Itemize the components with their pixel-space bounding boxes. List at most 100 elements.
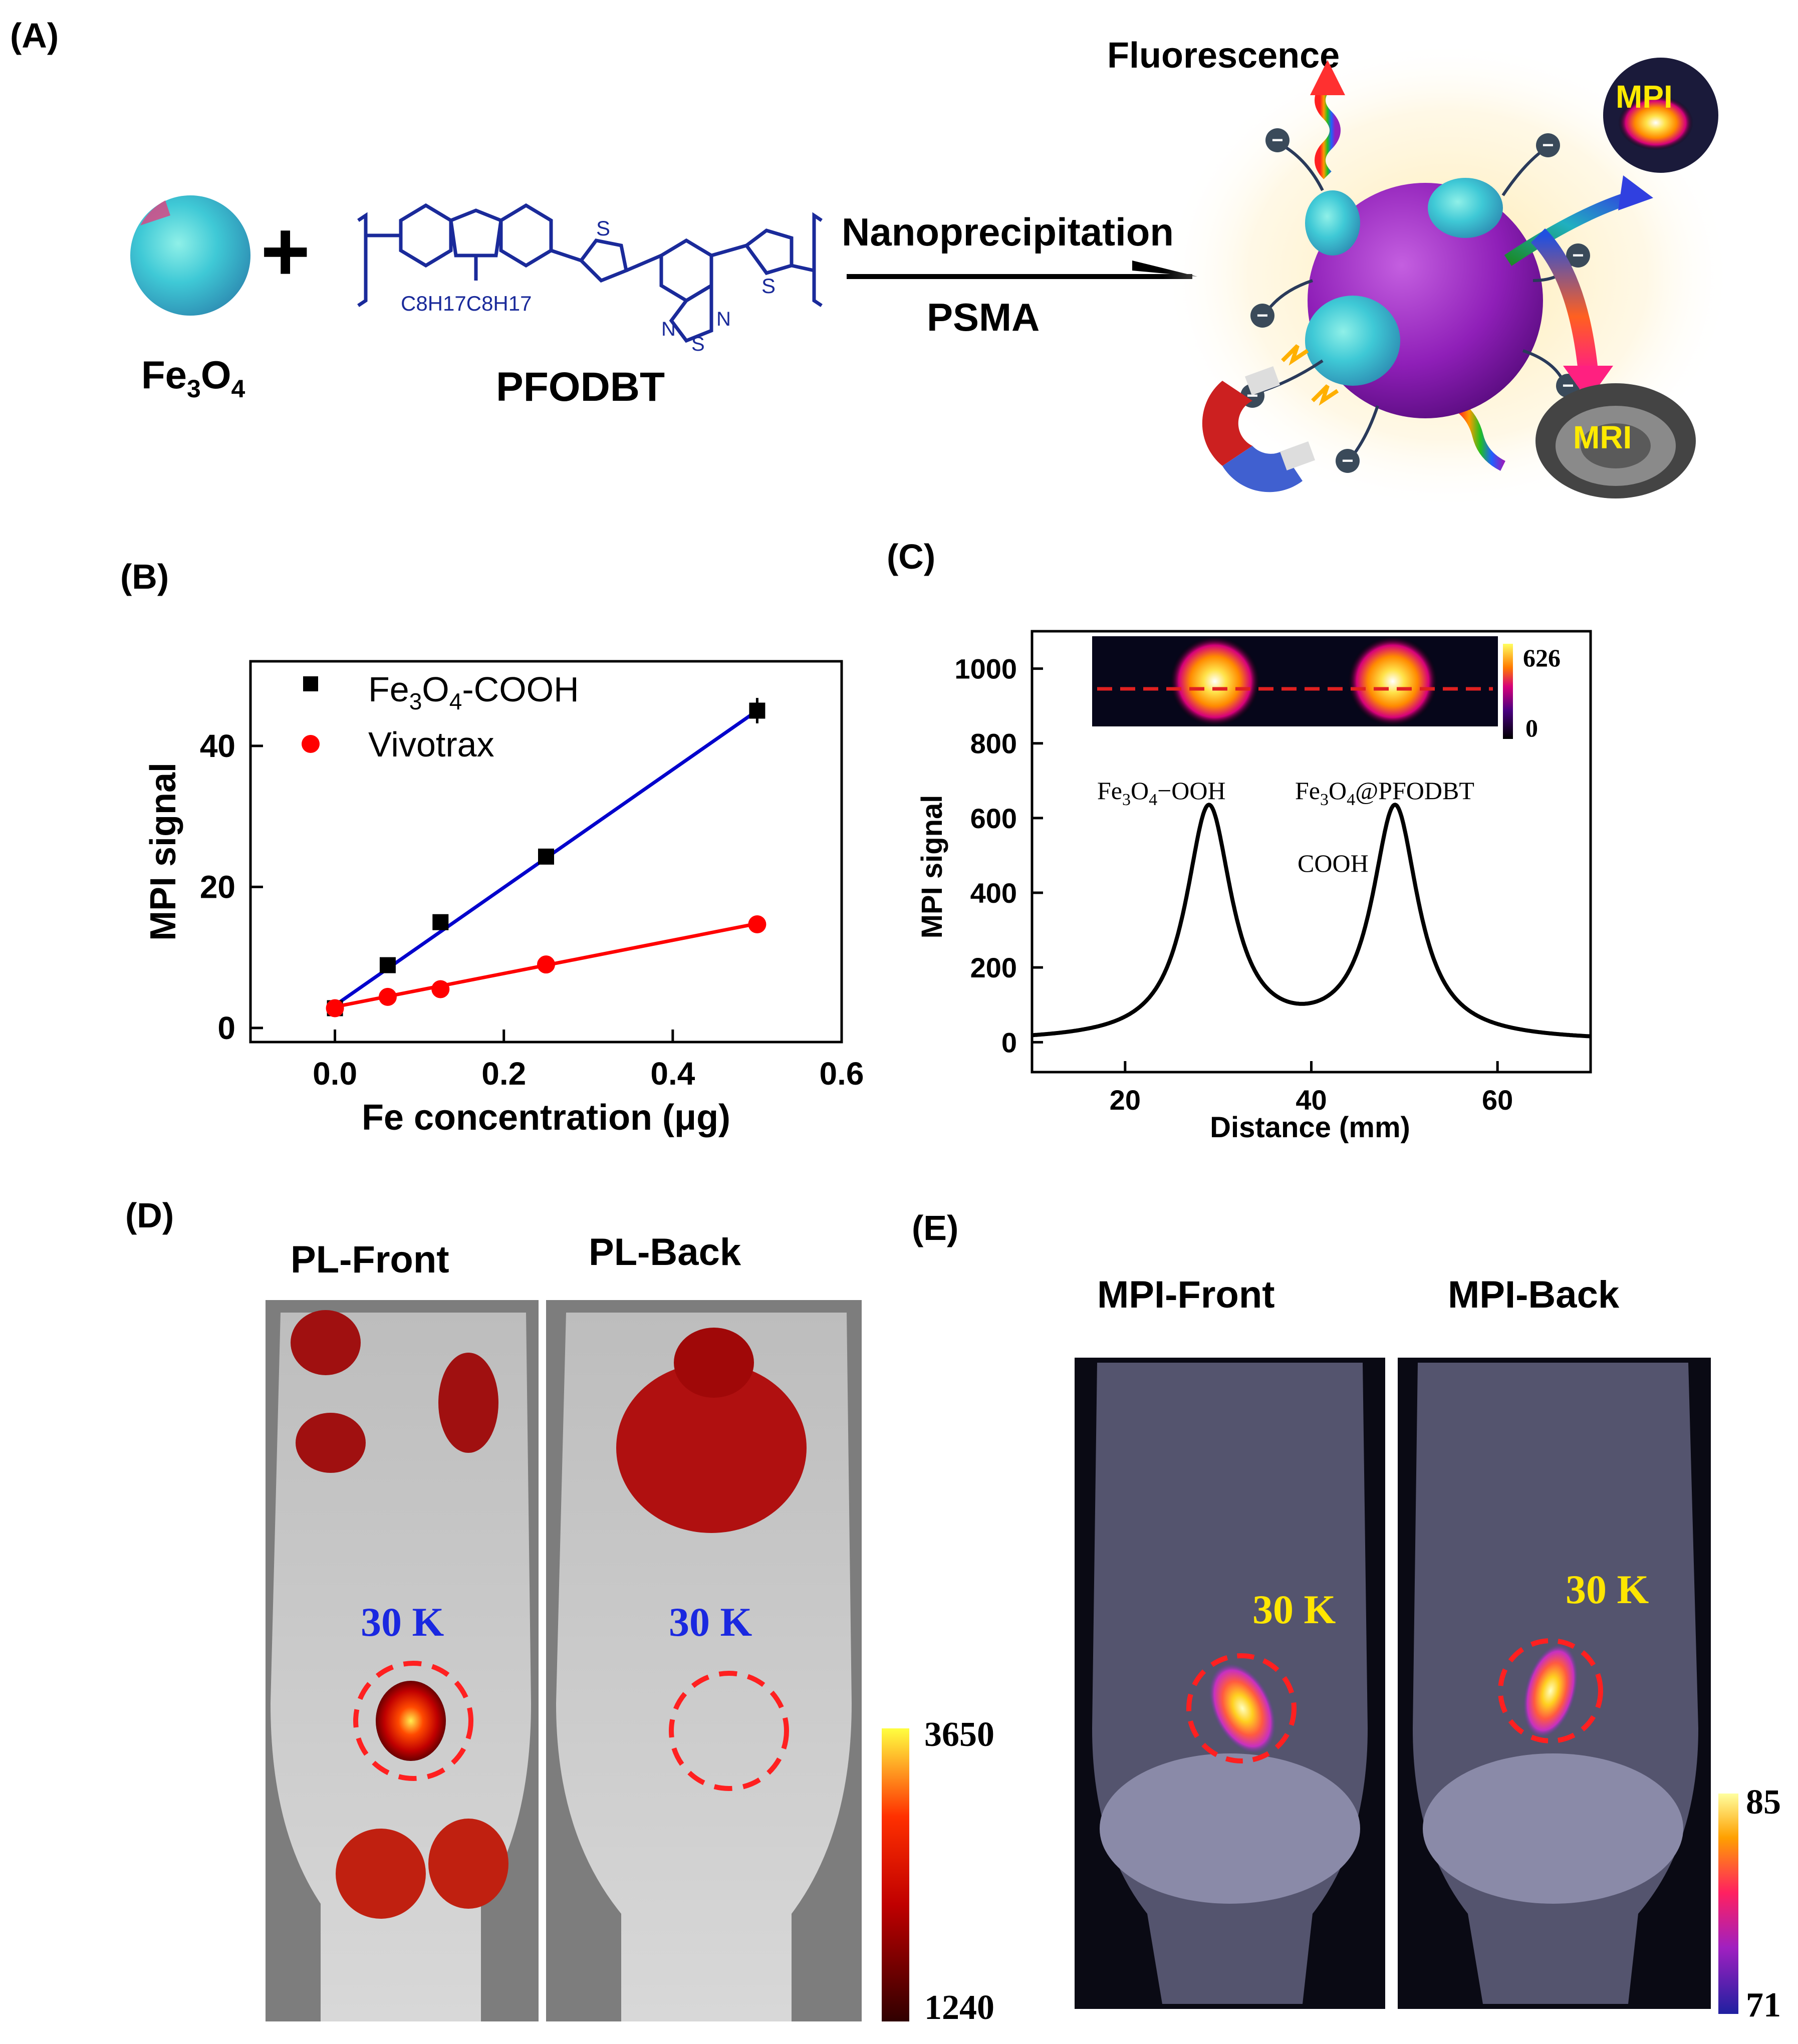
mpi-back-tumor-circle [1498,1638,1603,1743]
panel-b-point-vivotrax [748,915,766,933]
fluorescence-label: Fluorescence [1107,36,1340,76]
panel-b-point-vivotrax [431,980,450,998]
legend-label-fe3o4: Fe3O4-COOH [368,670,579,714]
panel-c-ytick-label: 200 [970,952,1017,983]
panel-b-x-axis-label: Fe concentration (μg) [362,1098,730,1138]
mri-inset-label: MRI [1573,419,1632,455]
charge-2: − [1542,134,1554,156]
panel-c-hotspot-1 [1170,636,1260,726]
svg-text:Fe3O4-COOH: Fe3O4-COOH [368,670,579,714]
fluorescence-arrowhead [1310,60,1345,95]
panel-c-ytick-label: 1000 [954,653,1017,685]
pl-front-signal-5 [428,1819,508,1909]
panel-c-x-axis-label: Distance (mm) [1210,1111,1410,1144]
charge-4: − [1572,244,1584,267]
panel-b-ticks: 0.0 0.2 0.4 0.6 0 20 40 [200,728,864,1092]
mri-arrowhead [1563,366,1613,401]
iron-oxide-cap-2 [1305,190,1360,256]
panel-b-point-vivotrax [537,955,555,974]
legend-marker-vivotrax [302,735,320,753]
pl-back-marker: 30 K [669,1599,752,1645]
panel-d-title-back: PL-Back [589,1231,741,1273]
panel-b-xtick-label: 0.2 [481,1056,526,1092]
panel-b-ytick-label: 40 [200,728,235,764]
panel-b-ytick-label: 20 [200,869,235,905]
panel-b-point-fe3o4 [432,914,449,930]
panel-b: (B) 0.0 0.2 0.4 0.6 0 20 40 Fe concentration (… [120,557,864,1138]
pl-front-tumor-signal [376,1681,446,1761]
pfodbt-structure [357,203,823,343]
panel-c-ytick-label: 600 [970,803,1017,834]
fe3o4-sphere [130,195,250,316]
panel-d: (D) PL-Front PL-Back 30 K 30 K 3650 1240 [125,1196,994,2027]
mpi-inset-label: MPI [1616,79,1673,115]
pl-front-signal-1 [291,1310,361,1375]
pl-front-marker: 30 K [361,1599,444,1645]
thiophene-s-2: S [761,274,776,298]
pl-front-signal-2 [438,1353,498,1453]
legend-marker-fe3o4 [303,676,318,691]
panel-b-point-vivotrax [326,999,344,1017]
panel-b-xtick-label: 0.0 [313,1056,357,1092]
panel-c-ytick-label: 0 [1001,1027,1017,1058]
panel-b-point-fe3o4 [538,848,554,865]
panel-b-point-vivotrax [378,987,397,1006]
panel-b-point-fe3o4 [749,702,765,719]
pfodbt-label: PFODBT [496,364,665,410]
legend-label-vivotrax: Vivotrax [368,725,494,764]
panel-e-title-back: MPI-Back [1448,1273,1620,1316]
iron-oxide-cap-1 [1428,178,1503,238]
panel-a-label: (A) [10,16,59,55]
mpi-back-signal [1523,1644,1578,1737]
negative-charges: − − − − − − − [1240,128,1590,473]
thiadiazole-n-2: N [716,308,731,330]
panel-e-title-front: MPI-Front [1097,1273,1275,1316]
panel-e-colorbar [1718,1794,1738,2014]
mpi-back-belly [1423,1753,1683,1904]
pl-back-signal [616,1363,807,1533]
panel-b-label: (B) [120,557,169,596]
pl-front-signal-3 [296,1413,366,1473]
thiadiazole-n-1: N [661,318,676,340]
panel-c-peak2-sub: COOH [1298,849,1369,877]
charge-6: − [1342,450,1353,472]
panel-e-label: (E) [912,1208,958,1247]
pl-front-signal-4 [336,1829,426,1919]
panel-c-hotspot-2 [1348,636,1438,726]
panel-c-y-axis-label: MPI signal [916,795,948,939]
panel-c-ytick-label: 800 [970,728,1017,759]
svg-text:Fe3O4: Fe3O4 [141,353,245,403]
panel-d-title-front: PL-Front [291,1238,449,1281]
panel-b-data-points [326,698,766,1017]
panel-c-peak1-label: Fe3O4−OOH [1097,777,1226,809]
panel-b-xtick-label: 0.4 [650,1056,695,1092]
panel-d-colorbar-min: 1240 [924,1988,994,2027]
magnet-icon [1202,344,1339,492]
fe3o4-label: Fe3O4 [141,353,245,403]
pl-front-tumor-circle [353,1661,473,1781]
octyl-substituents: C8H17C8H17 [401,292,532,315]
panel-e: (E) MPI-Front MPI-Back 30 K 30 K 85 71 [912,1208,1781,2024]
panel-c-colorbar-min: 0 [1525,714,1538,742]
thiophene-s-1: S [596,216,610,240]
mpi-front-signal [1209,1663,1276,1753]
plus-sign: + [261,204,310,299]
panel-b-legend: Fe3O4-COOH Vivotrax [302,670,579,764]
panel-c-ytick-label: 400 [970,877,1017,909]
mpi-back-marker: 30 K [1566,1567,1649,1612]
panel-d-colorbar-max: 3650 [924,1715,994,1754]
panel-c-xtick-label: 20 [1110,1084,1141,1116]
thiadiazole-s: S [691,333,705,355]
arrow-top-label: Nanoprecipitation [842,210,1174,254]
panel-a: (A) Fe3O4 + S S N [10,16,1733,511]
mri-arrow [1530,228,1598,372]
mpi-front-marker: 30 K [1252,1587,1336,1632]
panel-e-colorbar-max: 85 [1746,1783,1781,1822]
panel-c-peak2-label: Fe3O4@PFODBT [1295,777,1474,809]
panel-e-colorbar-min: 71 [1746,1986,1781,2024]
fluorescence-wave-bottom [1454,401,1506,471]
pl-back-signal-top [674,1328,754,1398]
